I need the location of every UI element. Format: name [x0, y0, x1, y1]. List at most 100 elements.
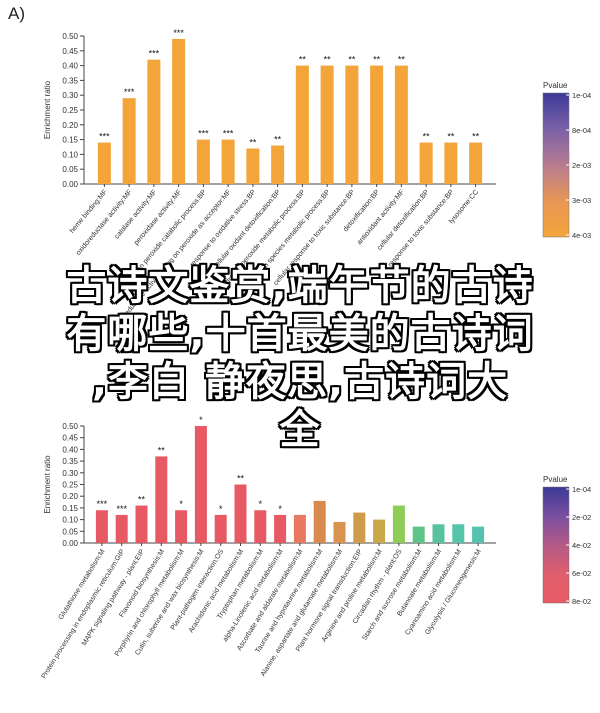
x-tick-label: Protein processing in endoplasmic reticu…	[40, 548, 126, 680]
y-tick-label: 0.50	[62, 422, 78, 431]
bar	[194, 426, 207, 543]
bar	[452, 524, 465, 543]
bar	[353, 512, 366, 543]
significance-label: **	[398, 55, 406, 65]
bar	[432, 524, 445, 543]
bar	[293, 514, 306, 543]
y-tick-label: 0.50	[62, 32, 78, 41]
significance-label: **	[138, 495, 146, 505]
legend-tick-label: 2e-02	[572, 513, 591, 522]
bar	[295, 65, 309, 184]
significance-label: **	[373, 55, 381, 65]
bar	[155, 456, 168, 543]
y-tick-label: 0.00	[62, 180, 78, 189]
y-tick-label: 0.20	[62, 492, 78, 501]
legend-colorbar	[542, 92, 570, 238]
y-tick-label: 0.35	[62, 457, 78, 466]
legend-tick-label: 6e-02	[572, 569, 591, 578]
y-tick-label: 0.40	[62, 62, 78, 71]
legend-colorbar	[542, 486, 570, 604]
panel-label: A)	[8, 4, 25, 23]
significance-label: *	[199, 415, 203, 425]
significance-label: ***	[99, 132, 110, 142]
significance-label: **	[158, 445, 166, 455]
bar	[254, 510, 267, 543]
x-tick-label: antioxidant activity:MF	[356, 189, 406, 247]
bar	[333, 521, 346, 543]
chart-2: 0.00 0.05 0.10 0.15 0.20 0.25 0.30 0.35 0.40 0.45…	[40, 415, 591, 680]
significance-label: **	[324, 55, 332, 65]
bar	[419, 142, 433, 184]
significance-label: **	[274, 135, 282, 145]
watermark-line-3: ,李白 静夜思,古诗词大	[91, 359, 509, 405]
bar	[172, 38, 186, 185]
significance-label: ***	[173, 28, 184, 38]
legend-tick-label: 4e-03	[572, 231, 591, 240]
y-tick-label: 0.00	[62, 539, 78, 548]
legend-title: Pvalue	[543, 475, 568, 484]
bar	[320, 65, 334, 184]
legend-tick-label: 2e-03	[572, 161, 591, 170]
significance-label: **	[299, 55, 307, 65]
bar	[246, 148, 260, 184]
bar	[345, 65, 359, 184]
bar	[147, 59, 161, 184]
significance-label: **	[237, 474, 245, 484]
y-tick-label: 0.30	[62, 91, 78, 100]
bar	[221, 139, 235, 184]
watermark-title: 古诗文鉴赏,端午节的古诗 有哪些,十首最美的古诗词 ,李白 静夜思,古诗词大 全	[0, 262, 600, 454]
watermark-line-1: 古诗文鉴赏,端午节的古诗	[66, 263, 534, 309]
bar	[370, 65, 384, 184]
bar	[373, 519, 386, 543]
bar	[95, 510, 108, 543]
significance-label: **	[348, 55, 356, 65]
significance-label: *	[278, 504, 282, 514]
bar	[175, 510, 188, 543]
bar	[234, 484, 247, 543]
significance-label: ***	[116, 504, 127, 514]
bar	[274, 514, 287, 543]
y-tick-label: 0.15	[62, 504, 78, 513]
legend-tick-label: 1e-04	[572, 91, 591, 100]
bar	[392, 505, 405, 543]
significance-label: **	[249, 137, 257, 147]
watermark-line-2: 有哪些,十首最美的古诗词	[66, 311, 534, 357]
y-tick-label: 0.10	[62, 150, 78, 159]
bar	[115, 514, 128, 543]
bar	[135, 505, 148, 543]
watermark-line-4: 全	[279, 407, 321, 453]
bar	[412, 526, 425, 543]
bar	[97, 142, 111, 184]
significance-label: ***	[223, 129, 234, 139]
bar	[469, 142, 483, 184]
bar	[472, 526, 485, 543]
significance-label: **	[472, 132, 480, 142]
y-tick-label: 0.35	[62, 76, 78, 85]
significance-label: **	[447, 132, 455, 142]
y-tick-label: 0.25	[62, 481, 78, 490]
y-tick-label: 0.10	[62, 516, 78, 525]
y-tick-label: 0.05	[62, 165, 78, 174]
significance-label: ***	[149, 49, 160, 59]
significance-label: ***	[97, 499, 108, 509]
bar	[214, 514, 227, 543]
y-tick-label: 0.30	[62, 469, 78, 478]
y-tick-label: 0.45	[62, 47, 78, 56]
bar	[196, 139, 210, 184]
significance-label: **	[423, 132, 431, 142]
legend-title: Pvalue	[543, 81, 568, 90]
bar	[122, 98, 136, 184]
y-tick-label: 0.40	[62, 445, 78, 454]
y-tick-label: 0.20	[62, 121, 78, 130]
legend-tick-label: 1e-04	[572, 485, 591, 494]
bar	[444, 142, 458, 184]
x-tick-label: peroxidase activity:MF	[133, 189, 183, 247]
y-axis-title: Enrichment ratio	[43, 455, 52, 514]
significance-label: ***	[198, 129, 209, 139]
significance-label: *	[219, 504, 223, 514]
legend-tick-label: 4e-02	[572, 541, 591, 550]
y-tick-label: 0.15	[62, 136, 78, 145]
bar	[394, 65, 408, 184]
